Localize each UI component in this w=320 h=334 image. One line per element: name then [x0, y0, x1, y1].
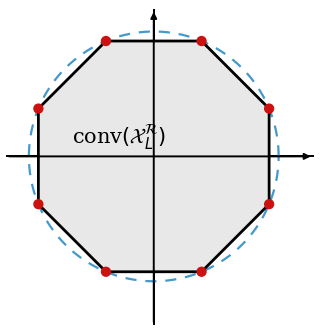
Point	[36, 201, 41, 207]
Point	[267, 201, 272, 207]
Text: conv$(\mathcal{X}_L^{\mathcal{R}})$: conv$(\mathcal{X}_L^{\mathcal{R}})$	[72, 123, 166, 152]
Polygon shape	[38, 41, 269, 272]
Point	[267, 106, 272, 111]
Point	[103, 269, 108, 275]
Point	[103, 38, 108, 44]
Point	[199, 269, 204, 275]
Point	[36, 106, 41, 111]
Point	[199, 38, 204, 44]
